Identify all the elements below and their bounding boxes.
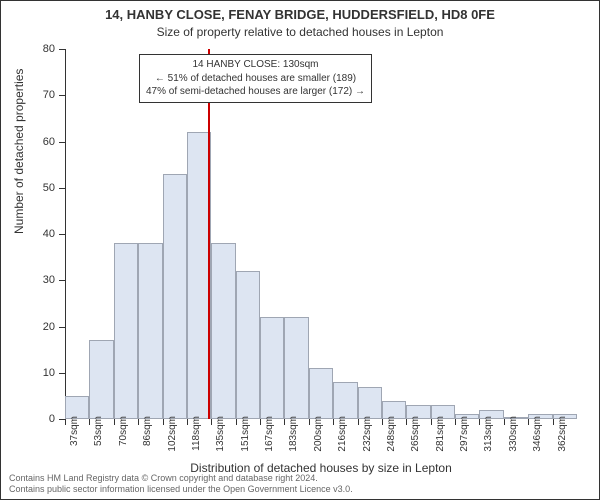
histogram-bar <box>309 368 333 419</box>
x-tick-label: 232sqm <box>362 416 373 452</box>
chart-title-line1: 14, HANBY CLOSE, FENAY BRIDGE, HUDDERSFI… <box>1 7 599 22</box>
footer-line1: Contains HM Land Registry data © Crown c… <box>9 473 353 484</box>
y-tick-label: 50 <box>43 182 55 194</box>
y-tick-label: 70 <box>43 89 55 101</box>
histogram-bar <box>333 382 357 419</box>
annotation-box: 14 HANBY CLOSE: 130sqm ← 51% of detached… <box>139 54 372 103</box>
x-tick <box>358 419 359 425</box>
histogram-bar <box>358 387 382 419</box>
x-tick <box>138 419 139 425</box>
x-tick <box>309 419 310 425</box>
x-tick-label: 118sqm <box>191 416 202 451</box>
x-tick-label: 281sqm <box>435 416 446 452</box>
plot-area: 0102030405060708037sqm53sqm70sqm86sqm102… <box>65 49 577 419</box>
y-tick-label: 0 <box>49 413 55 425</box>
x-tick-label: 37sqm <box>69 416 80 446</box>
x-tick-label: 183sqm <box>288 416 299 452</box>
y-tick-label: 80 <box>43 43 55 55</box>
y-tick-label: 40 <box>43 228 55 240</box>
x-tick <box>89 419 90 425</box>
y-tick <box>59 280 65 281</box>
chart-container: 14, HANBY CLOSE, FENAY BRIDGE, HUDDERSFI… <box>0 0 600 500</box>
x-tick <box>553 419 554 425</box>
x-tick <box>431 419 432 425</box>
histogram-bar <box>89 340 113 419</box>
x-tick-label: 200sqm <box>313 416 324 452</box>
x-tick-label: 53sqm <box>93 416 104 446</box>
y-tick <box>59 49 65 50</box>
x-tick <box>187 419 188 425</box>
y-tick <box>59 95 65 96</box>
x-tick-label: 102sqm <box>167 416 178 452</box>
x-tick-label: 297sqm <box>459 416 470 452</box>
x-tick <box>382 419 383 425</box>
x-tick <box>236 419 237 425</box>
histogram-bar <box>138 243 162 419</box>
footer-attribution: Contains HM Land Registry data © Crown c… <box>9 473 353 495</box>
y-axis-label: Number of detached properties <box>12 69 26 234</box>
y-tick <box>59 188 65 189</box>
chart-title-line2: Size of property relative to detached ho… <box>1 25 599 39</box>
y-axis-line <box>65 49 66 419</box>
y-tick-label: 20 <box>43 321 55 333</box>
x-tick-label: 248sqm <box>386 416 397 452</box>
histogram-bar <box>211 243 235 419</box>
histogram-bar <box>163 174 187 419</box>
x-tick-label: 216sqm <box>337 416 348 452</box>
x-tick-label: 167sqm <box>264 416 275 452</box>
x-tick-label: 86sqm <box>142 416 153 446</box>
y-tick-label: 30 <box>43 274 55 286</box>
x-tick <box>284 419 285 425</box>
x-tick <box>479 419 480 425</box>
x-tick <box>333 419 334 425</box>
x-tick <box>528 419 529 425</box>
x-tick-label: 330sqm <box>508 416 519 452</box>
annotation-line1: 14 HANBY CLOSE: 130sqm <box>146 58 365 72</box>
y-tick <box>59 142 65 143</box>
y-tick <box>59 234 65 235</box>
x-tick <box>65 419 66 425</box>
x-tick <box>455 419 456 425</box>
y-tick <box>59 373 65 374</box>
x-tick-label: 346sqm <box>532 416 543 452</box>
x-tick <box>504 419 505 425</box>
y-tick-label: 60 <box>43 136 55 148</box>
x-tick <box>114 419 115 425</box>
x-tick-label: 313sqm <box>483 416 494 452</box>
annotation-line3: 47% of semi-detached houses are larger (… <box>146 85 365 99</box>
x-tick <box>260 419 261 425</box>
reference-marker-line <box>208 49 210 419</box>
footer-line2: Contains public sector information licen… <box>9 484 353 495</box>
x-tick-label: 362sqm <box>557 416 568 452</box>
histogram-bar <box>236 271 260 419</box>
histogram-bar <box>114 243 138 419</box>
x-tick <box>163 419 164 425</box>
histogram-bar <box>260 317 284 419</box>
x-tick-label: 151sqm <box>240 416 251 452</box>
y-tick-label: 10 <box>43 367 55 379</box>
y-tick <box>59 327 65 328</box>
x-tick <box>406 419 407 425</box>
x-tick <box>211 419 212 425</box>
x-tick-label: 265sqm <box>410 416 421 452</box>
x-tick-label: 70sqm <box>118 416 129 446</box>
x-tick-label: 135sqm <box>215 416 226 452</box>
histogram-bar <box>284 317 308 419</box>
annotation-line2: ← 51% of detached houses are smaller (18… <box>146 72 365 86</box>
